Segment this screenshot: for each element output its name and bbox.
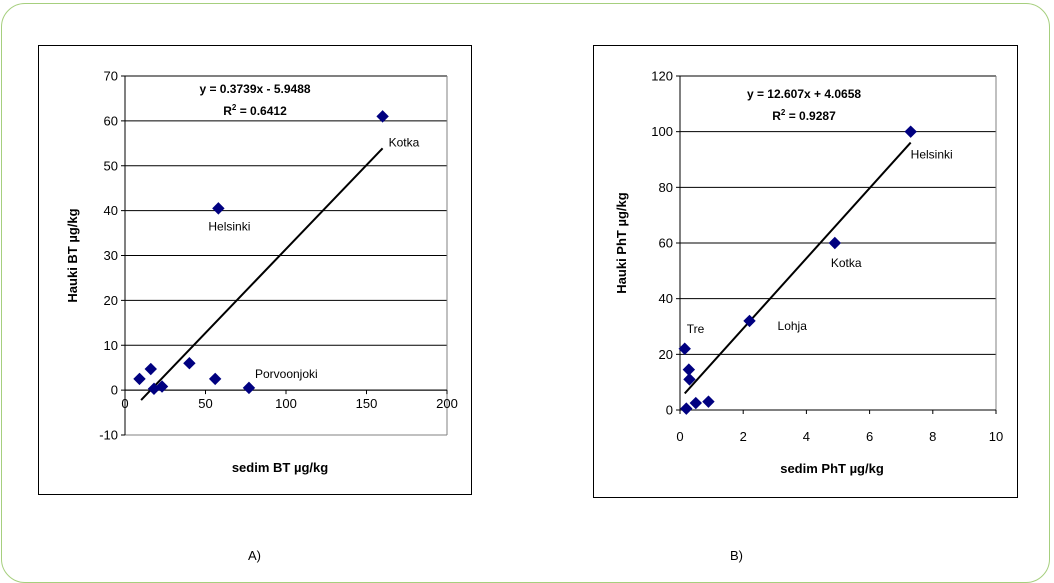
chart-a-data-point <box>212 202 225 215</box>
chart-b-y-axis-label: Hauki PhT µg/kg <box>614 192 629 293</box>
chart-a-data-point <box>133 372 146 386</box>
chart-a-data-point <box>183 356 196 370</box>
chart-a-y-tick-label: 0 <box>111 383 118 398</box>
chart-b-container: 0 20 40 60 80 100 120 0 2 4 6 8 10 Tre Lohja Kotka Helsi… <box>593 45 1018 498</box>
chart-a-y-tick-label: 70 <box>104 69 118 84</box>
chart-a-x-tick-label: 150 <box>356 396 378 411</box>
chart-a-trendline <box>140 147 384 401</box>
chart-a-data-point <box>242 381 256 395</box>
chart-a-y-tick-label: 60 <box>104 113 118 128</box>
chart-a-point-label: Porvoonjoki <box>255 367 318 381</box>
chart-a-point-label: Helsinki <box>208 219 250 233</box>
chart-a-y-tick-label: 20 <box>104 293 118 308</box>
chart-b-data-point <box>702 395 715 408</box>
chart-a-y-tick-label: 50 <box>104 158 118 173</box>
chart-b-x-axis-label: sedim PhT µg/kg <box>780 461 884 476</box>
chart-b: 0 20 40 60 80 100 120 0 2 4 6 8 10 Tre Lohja Kotka Helsi… <box>614 69 1003 477</box>
chart-b-y-tick-label: 100 <box>651 124 673 139</box>
chart-b-y-tick-label: 60 <box>659 236 673 251</box>
chart-b-data-point <box>682 363 696 376</box>
chart-b-data-point <box>904 125 917 138</box>
chart-a: -10 0 10 20 30 40 50 60 70 0 50 100 150 200 Helsinki Po… <box>65 69 458 476</box>
chart-b-point-label: Kotka <box>831 256 862 270</box>
chart-b-point-label: Tre <box>687 322 705 336</box>
chart-b-x-tick-label: 6 <box>866 429 873 444</box>
chart-a-x-axis-label: sedim BT µg/kg <box>232 460 328 475</box>
chart-a-y-tick-label: 10 <box>104 338 118 353</box>
chart-b-data-point <box>689 396 703 410</box>
caption-a: A) <box>248 548 261 563</box>
chart-a-r-squared: R2 = 0.6412 <box>223 103 287 118</box>
chart-a-y-axis-label: Hauki BT µg/kg <box>65 208 80 302</box>
chart-b-y-tick-label: 120 <box>651 69 673 84</box>
chart-b-trendline <box>683 141 912 395</box>
chart-b-y-tick-label: 40 <box>659 291 673 306</box>
chart-b-data-point <box>680 402 693 415</box>
chart-b-data-point <box>683 373 696 386</box>
chart-b-y-tick-label: 80 <box>659 180 673 195</box>
chart-a-data-point <box>376 110 389 123</box>
chart-a-x-tick-label: 0 <box>121 396 128 411</box>
chart-b-data-point <box>743 314 756 328</box>
chart-b-x-tick-label: 8 <box>929 429 936 444</box>
chart-a-x-tick-label: 200 <box>436 396 458 411</box>
chart-a-data-point <box>144 362 157 376</box>
chart-a-y-tick-label: 40 <box>104 203 118 218</box>
chart-b-x-tick-label: 2 <box>740 429 747 444</box>
chart-a-x-tick-label: 100 <box>275 396 297 411</box>
chart-a-x-tick-label: 50 <box>198 396 212 411</box>
chart-a-point-label: Kotka <box>389 135 420 149</box>
chart-b-r-squared: R2 = 0.9287 <box>772 108 836 123</box>
chart-a-y-tick-label: 30 <box>104 248 118 263</box>
chart-b-x-tick-label: 10 <box>989 429 1003 444</box>
chart-b-x-tick-label: 0 <box>676 429 683 444</box>
chart-a-y-tick-label: -10 <box>99 428 118 443</box>
chart-b-y-tick-label: 0 <box>666 403 673 418</box>
chart-b-equation: y = 12.607x + 4.0658 <box>747 87 861 101</box>
chart-b-point-label: Lohja <box>778 319 808 333</box>
chart-b-y-tick-label: 20 <box>659 347 673 362</box>
chart-b-x-tick-label: 4 <box>803 429 810 444</box>
chart-a-equation: y = 0.3739x - 5.9488 <box>199 82 310 96</box>
chart-a-data-point <box>208 372 222 386</box>
caption-b: B) <box>730 548 743 563</box>
chart-a-container: -10 0 10 20 30 40 50 60 70 0 50 100 150 200 Helsinki Po… <box>38 45 472 495</box>
chart-b-point-label: Helsinki <box>911 148 953 162</box>
chart-a-data-point <box>155 380 169 393</box>
chart-b-data-point <box>828 236 842 250</box>
chart-b-data-point <box>678 342 691 355</box>
